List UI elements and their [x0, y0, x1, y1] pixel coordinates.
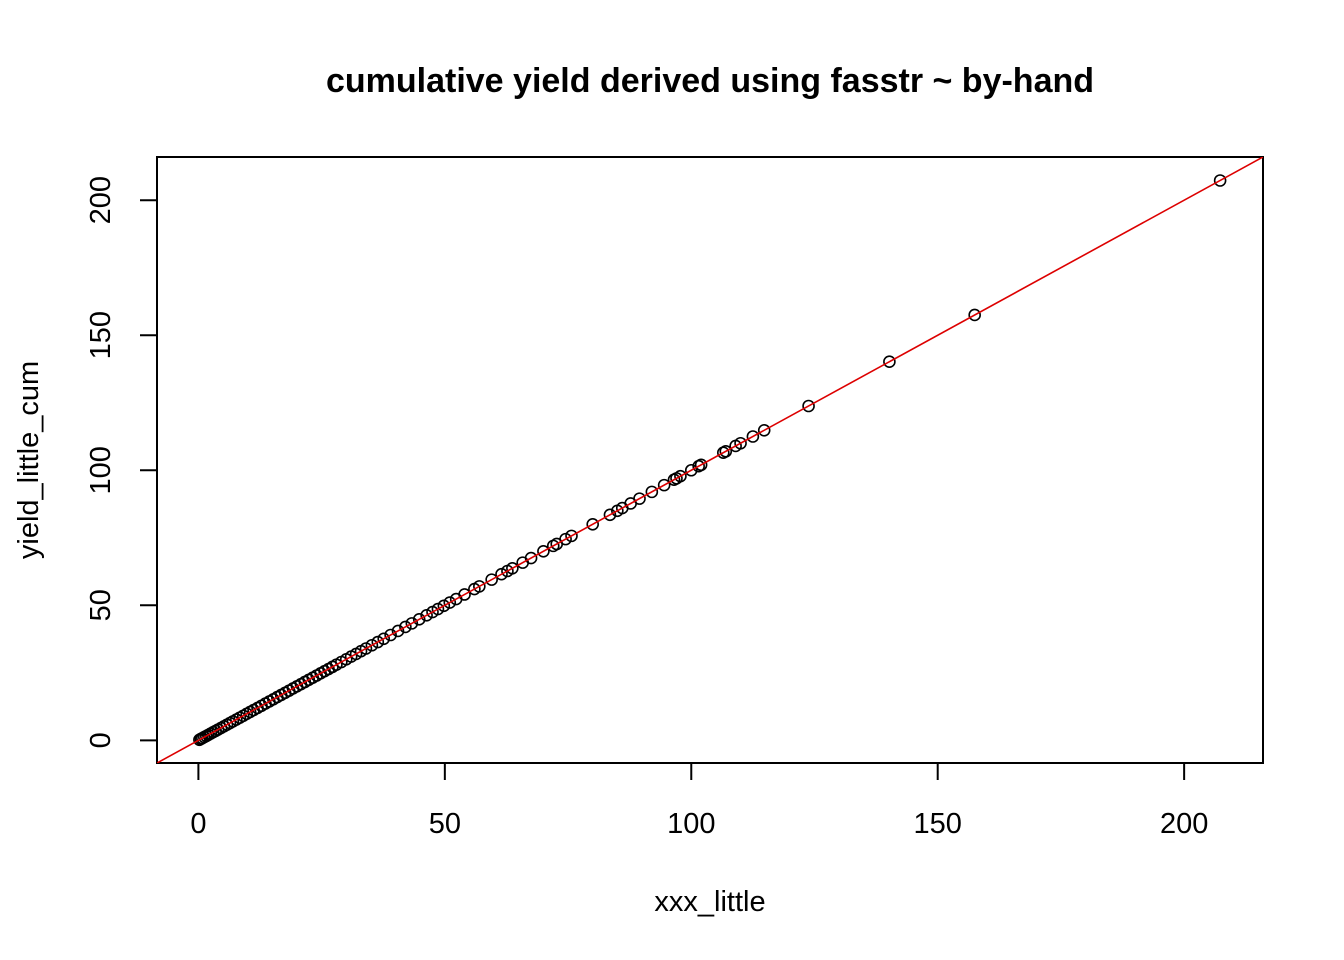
data-point [473, 580, 486, 593]
data-point [684, 463, 698, 477]
data-point [437, 599, 451, 613]
data-point [719, 445, 733, 458]
x-axis-label: xxx_little [654, 886, 765, 918]
data-point [746, 430, 760, 443]
data-point [377, 632, 391, 646]
x-tick-label: 0 [190, 808, 206, 840]
data-point [405, 617, 419, 630]
data-point [420, 608, 433, 622]
x-tick-label: 100 [667, 808, 715, 840]
x-tick-label: 200 [1160, 808, 1208, 840]
plot-area [157, 157, 1263, 763]
reference-line [157, 157, 1263, 763]
y-axis: 0 50 100 150 200 [85, 176, 158, 748]
data-point [495, 567, 508, 581]
data-point [694, 458, 708, 472]
data-point [734, 436, 747, 450]
y-tick-label: 0 [85, 732, 117, 748]
data-point [365, 638, 379, 652]
data-point [524, 551, 538, 565]
data-point [443, 596, 457, 609]
data-point [384, 628, 397, 642]
y-tick-label: 50 [85, 589, 117, 621]
data-point [757, 423, 771, 437]
data-point [1213, 174, 1227, 187]
y-tick-label: 200 [85, 176, 117, 224]
data-point [399, 620, 412, 634]
chart-title: cumulative yield derived using fasstr ~ … [326, 62, 1094, 100]
data-point [645, 485, 659, 499]
y-axis-label: yield_little_cum [13, 361, 45, 559]
data-point [586, 517, 599, 531]
data-point [657, 478, 671, 492]
data-point [559, 532, 572, 546]
data-point [968, 308, 981, 322]
x-tick-label: 150 [914, 808, 962, 840]
x-axis: 0 50 100 150 200 [190, 762, 1208, 840]
data-point [359, 642, 373, 655]
data-point [674, 469, 687, 483]
data-point [537, 544, 550, 558]
y-tick-label: 150 [85, 311, 117, 359]
data-point [431, 602, 445, 616]
data-point [391, 624, 405, 638]
data-point [506, 561, 519, 575]
y-tick-label: 100 [85, 446, 117, 494]
data-point [458, 588, 471, 601]
data-point [633, 492, 646, 505]
data-point [603, 508, 617, 522]
data-point [883, 355, 896, 369]
x-tick-label: 50 [429, 808, 461, 840]
data-point [565, 529, 578, 543]
data-point [412, 613, 426, 626]
data-point [485, 573, 498, 586]
data-point [802, 399, 815, 413]
data-point [371, 635, 385, 649]
